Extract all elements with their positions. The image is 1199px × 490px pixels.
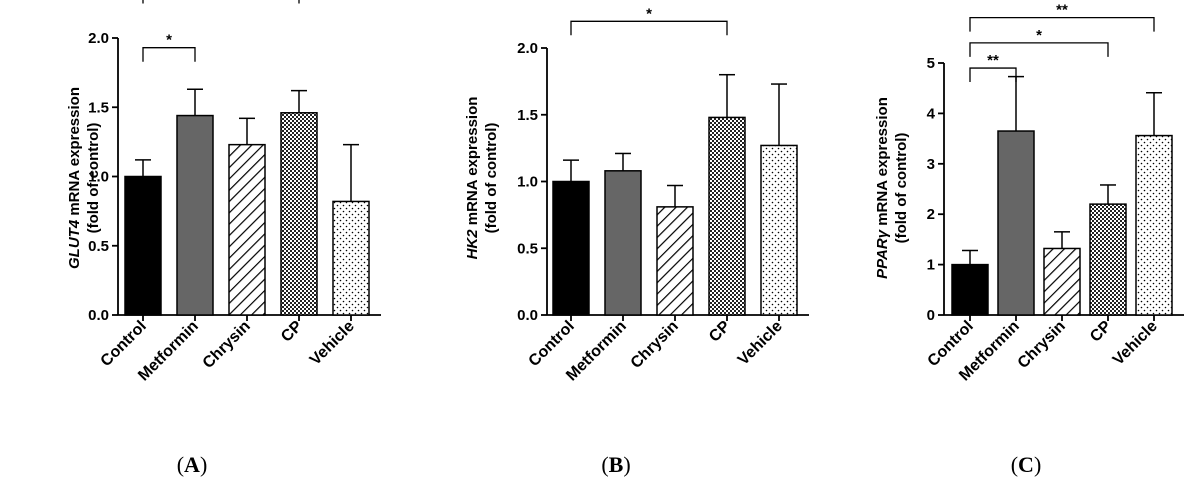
panel-c-letter: (C): [1011, 452, 1042, 477]
panel-a-ylabel-line1: GLUT4 mRNA expression: [66, 87, 83, 269]
panel-b-significance-bracket-1: [570, 20, 728, 36]
panel-b-ytick-label: 0.5: [517, 240, 538, 257]
panel-a-category-control: Control: [98, 318, 150, 370]
panel-b-ytick-label: 2.0: [517, 40, 538, 57]
panel-a-gene-name: GLUT4: [66, 219, 83, 269]
panel-c-ylabel-rest: mRNA expression: [874, 97, 891, 230]
panel-b-ytick-label: 1.0: [517, 174, 538, 191]
panel-c-category-cp: CP: [1087, 318, 1115, 346]
panel-c-significance-bracket-2: [969, 42, 1109, 57]
panel-a-significance-label-1: *: [166, 32, 172, 49]
panel-c-ylabel-line2: (fold of control): [893, 133, 910, 244]
panel-b-significance-label-1: *: [646, 5, 652, 22]
panel-a-letter: (A): [177, 452, 208, 477]
panel-b-ylabel-line1: HK2 mRNA expression: [464, 97, 481, 260]
panel-b-ytick-label: 1.5: [517, 107, 538, 124]
panel-a-ylabel-rest: mRNA expression: [66, 87, 83, 220]
panel-a-significance-bracket-2: [142, 0, 300, 4]
panel-a-bar-chrysin: [228, 143, 266, 316]
panel-b-category-cp: CP: [706, 318, 734, 346]
panel-b-ylabel-rest: mRNA expression: [464, 97, 481, 230]
panel-a-category-cp: CP: [278, 318, 306, 346]
panel-a-bar-control: [124, 175, 162, 316]
panel-b-bar-metformin: [604, 170, 642, 316]
panel-a-category-vehicle: Vehicle: [307, 318, 358, 369]
panel-c-significance-label-2: *: [1036, 27, 1042, 44]
panel-c-gene-name: PPARγ: [874, 228, 891, 279]
panel-c-ytick-label: 3: [927, 156, 935, 173]
panel-a-ytick-label: 1.0: [88, 169, 109, 186]
panel-c-significance-label-3: **: [1056, 2, 1068, 19]
panel-b-letter: (B): [601, 452, 630, 477]
panel-a-ytick-label: 1.5: [88, 99, 109, 116]
panel-a-ytick-label: 0.0: [88, 307, 109, 324]
panel-a-ytick-label: 0.5: [88, 238, 109, 255]
panel-c-ytick-label: 0: [927, 307, 935, 324]
panel-a-ylabel-line2: (fold of control): [85, 123, 102, 234]
panel-b-ytick-label: 0.0: [517, 307, 538, 324]
panel-b-category-vehicle: Vehicle: [735, 318, 786, 369]
panel-c-ytick-label: 2: [927, 206, 935, 223]
panel-c-bar-chrysin: [1043, 247, 1081, 316]
panel-a-bar-cp: [280, 112, 318, 316]
panel-b-gene-name: HK2: [464, 229, 481, 260]
panel-c-category-vehicle: Vehicle: [1110, 318, 1161, 369]
panel-c-significance-bracket-1: [969, 67, 1017, 83]
panel-c-ytick-label: 5: [927, 55, 935, 72]
panel-b-bar-control: [552, 180, 590, 316]
panel-c-bar-vehicle: [1135, 134, 1173, 316]
panel-b-bar-chrysin: [656, 206, 694, 316]
panel-c-ytick-label: 1: [927, 257, 935, 274]
panel-c-significance-bracket-3: [969, 16, 1155, 32]
panel-a-ytick-label: 2.0: [88, 30, 109, 47]
panel-c-ylabel-line1: PPARγ mRNA expression: [874, 97, 891, 279]
panel-b-category-chrysin: Chrysin: [628, 318, 682, 372]
panel-b-ylabel-line2: (fold of control): [483, 123, 500, 234]
panel-c-category-chrysin: Chrysin: [1015, 318, 1069, 372]
panel-a-category-chrysin: Chrysin: [200, 318, 254, 372]
panel-c-bar-cp: [1089, 203, 1127, 316]
panel-b-bar-cp: [708, 116, 746, 316]
panel-a-bar-metformin: [176, 114, 214, 316]
panel-a-significance-bracket-1: [142, 47, 196, 62]
panel-a-bar-vehicle: [332, 200, 370, 316]
panel-c-significance-label-1: **: [987, 52, 999, 69]
panel-c-bar-control: [951, 263, 989, 316]
panel-b-category-control: Control: [526, 318, 578, 370]
panel-b-bar-vehicle: [760, 144, 798, 316]
panel-c-ytick-label: 4: [927, 105, 936, 122]
panel-c-bar-metformin: [997, 130, 1035, 316]
